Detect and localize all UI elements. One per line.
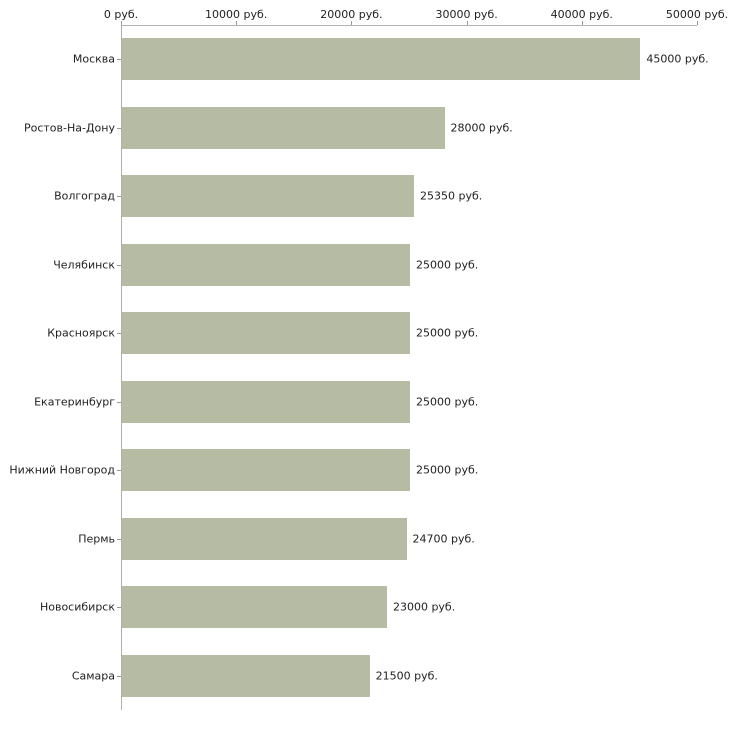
x-tick-label: 10000 руб.	[205, 8, 268, 21]
y-tick-mark	[117, 196, 121, 198]
x-tick-mark	[351, 21, 353, 25]
y-tick-mark	[117, 538, 121, 540]
y-tick-mark	[117, 401, 121, 403]
x-tick-label: 50000 руб.	[665, 8, 729, 21]
category-label: Нижний Новгород	[9, 463, 115, 477]
bar	[122, 106, 445, 149]
x-tick-label: 20000 руб.	[320, 8, 383, 21]
value-label: 25000 руб.	[416, 395, 479, 409]
bar	[122, 312, 410, 355]
bar	[122, 449, 410, 492]
value-label: 25350 руб.	[420, 189, 483, 203]
category-label: Москва	[72, 52, 115, 66]
bar	[122, 38, 641, 81]
y-tick-mark	[117, 675, 121, 677]
category-label: Екатеринбург	[34, 395, 115, 409]
x-tick-mark	[697, 21, 698, 25]
category-label: Челябинск	[53, 258, 115, 272]
value-label: 28000 руб.	[450, 121, 513, 135]
value-label: 25000 руб.	[416, 463, 479, 477]
y-tick-mark	[117, 59, 121, 61]
y-tick-mark	[117, 333, 121, 335]
category-label: Красноярск	[47, 326, 115, 340]
value-label: 25000 руб.	[416, 258, 479, 272]
category-label: Пермь	[78, 532, 115, 546]
y-tick-mark	[117, 264, 121, 266]
value-label: 45000 руб.	[646, 52, 709, 66]
category-label: Самара	[71, 669, 115, 683]
bar	[122, 517, 407, 560]
value-label: 23000 руб.	[392, 600, 456, 614]
x-tick-label: 30000 руб.	[435, 8, 498, 21]
y-tick-mark	[117, 607, 121, 609]
x-tick-mark	[581, 21, 583, 25]
category-label: Новосибирск	[39, 600, 115, 614]
bar	[122, 586, 387, 629]
x-tick-mark	[121, 21, 122, 25]
y-tick-mark	[117, 470, 121, 472]
x-tick-label: 0 руб.	[103, 8, 139, 21]
category-label: Волгоград	[54, 189, 115, 203]
bar	[122, 380, 410, 423]
bar	[122, 654, 370, 697]
x-tick-label: 40000 руб.	[550, 8, 613, 21]
value-label: 21500 руб.	[375, 669, 438, 683]
category-label: Ростов-На-Дону	[23, 121, 115, 135]
x-tick-mark	[236, 21, 238, 25]
value-label: 24700 руб.	[412, 532, 475, 546]
x-axis-line	[121, 25, 697, 26]
x-tick-mark	[466, 21, 468, 25]
value-label: 25000 руб.	[416, 326, 479, 340]
bar	[122, 243, 410, 286]
bar	[122, 175, 415, 218]
y-axis-line	[121, 25, 122, 710]
y-tick-mark	[117, 127, 121, 129]
